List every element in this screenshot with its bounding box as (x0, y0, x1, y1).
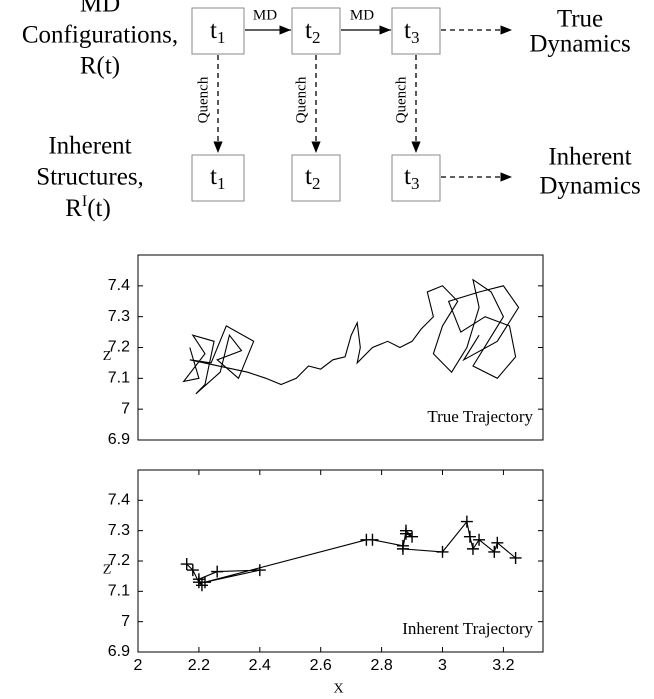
point-marker (491, 536, 504, 549)
x-tick-label: 2 (134, 657, 143, 674)
point-marker (436, 545, 449, 558)
x-axis-label: x (333, 676, 343, 698)
annotation: Inherent Trajectory (402, 619, 533, 638)
arrow-label: MD (350, 7, 374, 23)
box (291, 7, 341, 55)
row-label: R(t) (80, 53, 120, 80)
box-label: t3 (404, 17, 419, 47)
point-marker (473, 533, 486, 546)
box-label: t2 (305, 17, 320, 47)
y-tick-label: 7.3 (108, 308, 130, 325)
x-tick-label: 3 (438, 657, 447, 674)
point-marker (198, 576, 211, 589)
quench-label: Quench (393, 76, 409, 123)
x-tick-label: 2.6 (310, 657, 332, 674)
box (191, 154, 245, 202)
box-label: t3 (404, 163, 419, 193)
box (291, 154, 341, 202)
trajectory-line (186, 520, 516, 586)
y-tick-label: 7.2 (108, 552, 130, 569)
point-marker (406, 530, 419, 543)
y-tick-label: 7.1 (108, 370, 130, 387)
y-tick-label: 7.2 (108, 339, 130, 356)
box (391, 154, 441, 202)
annotation: True Trajectory (427, 407, 533, 426)
x-tick-label: 2.2 (188, 657, 210, 674)
box (191, 7, 245, 55)
box-label: t1 (210, 17, 225, 47)
point-marker (180, 558, 193, 571)
arrow-label: MD (253, 7, 277, 23)
point-marker (460, 515, 473, 528)
result-label: Dynamics (539, 173, 640, 200)
y-tick-label: 7.4 (108, 492, 130, 509)
row-label: MD (80, 0, 120, 18)
y-tick-label: 7.1 (108, 583, 130, 600)
point-marker (192, 573, 205, 586)
trajectory-line (182, 278, 520, 395)
box (391, 7, 441, 55)
row-label: RI(t) (65, 193, 111, 222)
x-tick-label: 2.4 (249, 657, 271, 674)
row-label: Inherent (48, 133, 131, 160)
point-marker (488, 545, 501, 558)
y-tick-label: 7 (121, 400, 130, 417)
point-marker (463, 530, 476, 543)
point-marker (396, 542, 409, 555)
y-axis-label: z (103, 343, 112, 365)
point-marker (399, 524, 412, 537)
result-label: Dynamics (529, 31, 630, 58)
box-label: t1 (210, 163, 225, 193)
y-tick-label: 7.3 (108, 522, 130, 539)
point-marker (253, 564, 266, 577)
result-label: True (557, 6, 603, 33)
x-tick-label: 3.2 (492, 657, 514, 674)
quench-label: Quench (293, 76, 309, 123)
point-marker (509, 551, 522, 564)
point-marker (466, 542, 479, 555)
quench-label: Quench (195, 76, 211, 123)
result-label: Inherent (548, 144, 631, 171)
point-marker (186, 564, 199, 577)
x-tick-label: 2.8 (370, 657, 392, 674)
y-tick-label: 7 (121, 613, 130, 630)
point-marker (366, 533, 379, 546)
y-tick-label: 6.9 (108, 431, 130, 448)
y-tick-label: 6.9 (108, 643, 130, 660)
point-marker (211, 565, 224, 578)
y-axis-label: z (103, 557, 112, 579)
row-label: Structures, (36, 164, 144, 191)
y-tick-label: 7.4 (108, 277, 130, 294)
box-label: t2 (305, 163, 320, 193)
point-marker (195, 579, 208, 592)
row-label: Configurations, (22, 22, 178, 49)
